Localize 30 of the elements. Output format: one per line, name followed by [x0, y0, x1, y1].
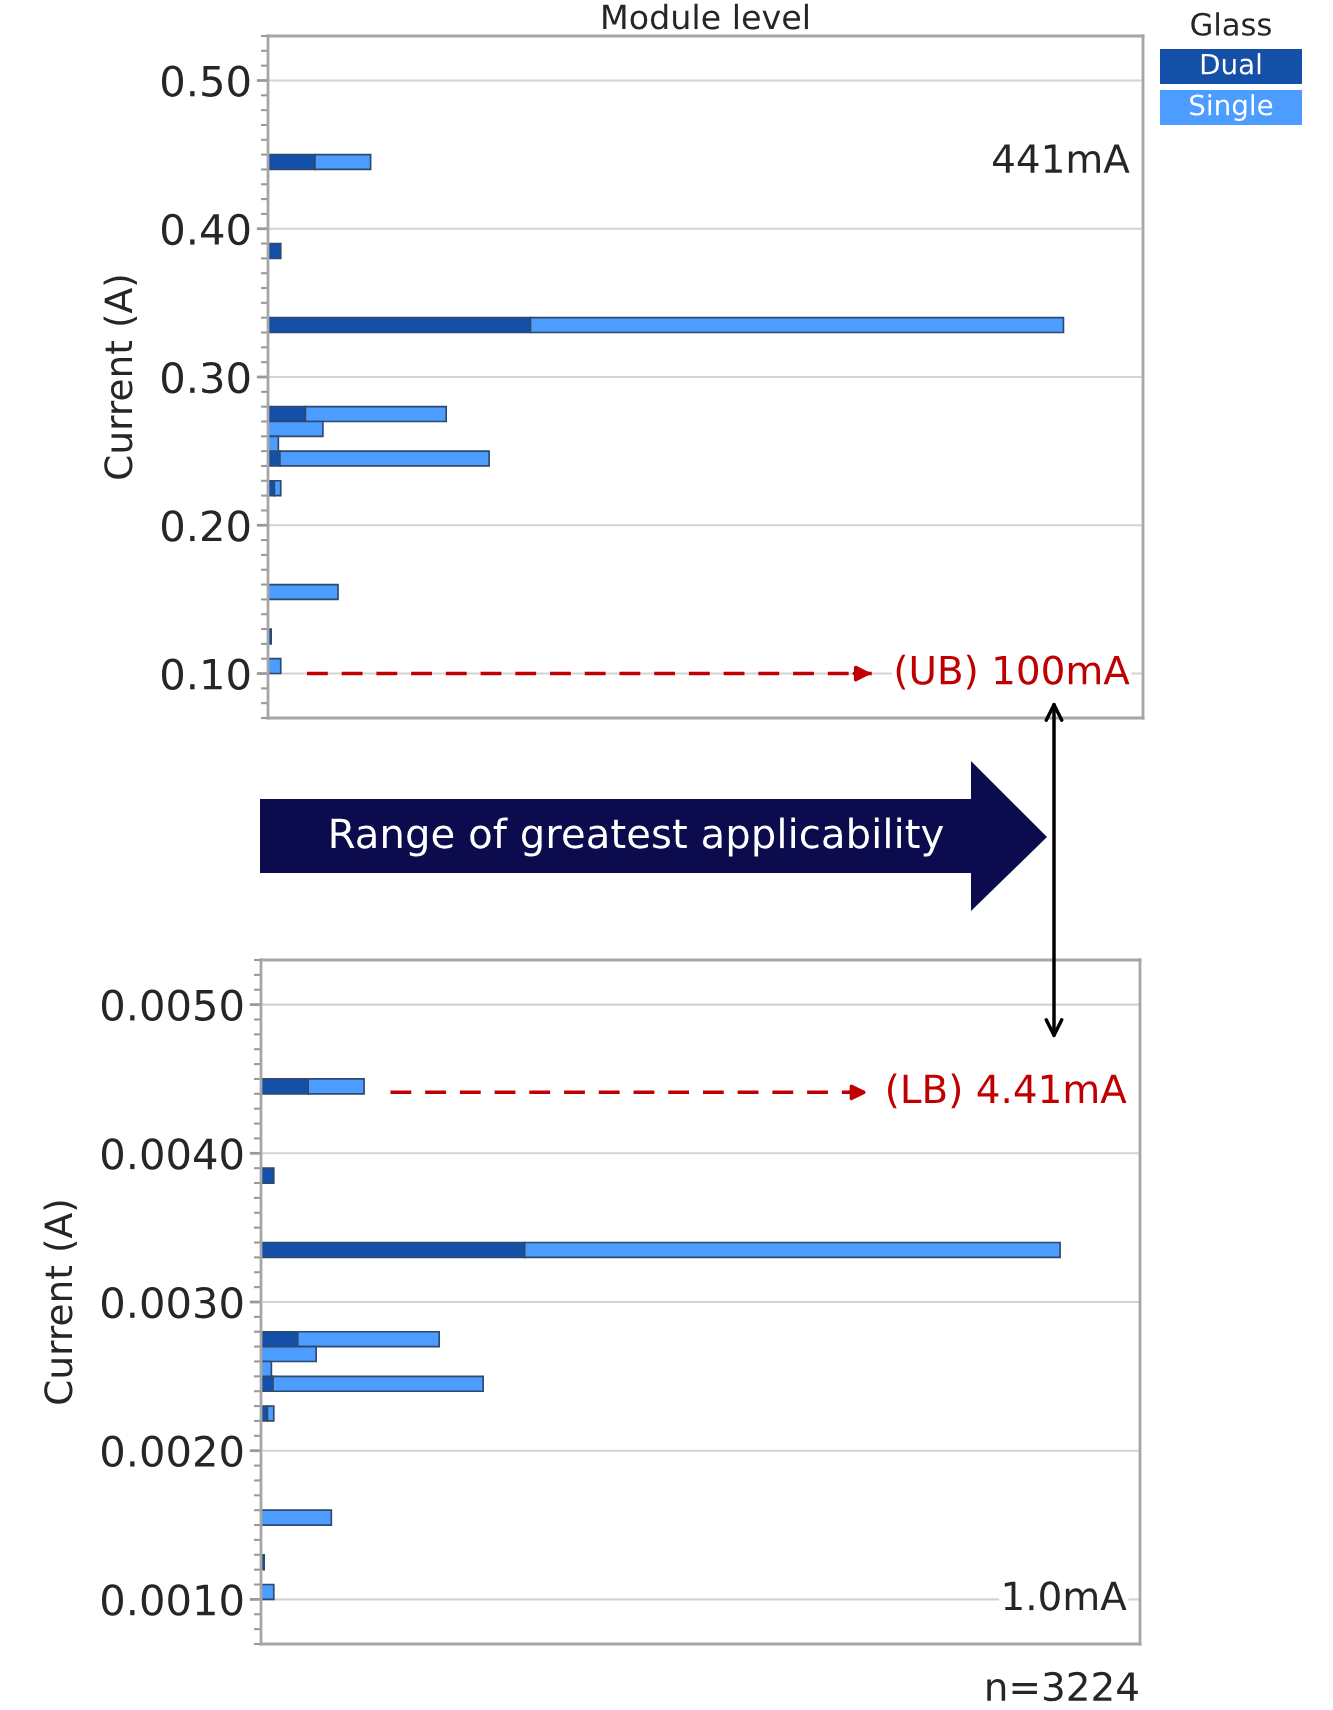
- y-axis-title: Current (A): [103, 276, 137, 479]
- y-tick-label: 0.20: [162, 510, 250, 542]
- chart-title: Module level: [603, 3, 808, 30]
- y-axis-title: Current (A): [43, 1201, 77, 1404]
- bar: [261, 1583, 275, 1601]
- y-tick-label: 0.10: [162, 658, 250, 690]
- annotation: 441mA: [993, 144, 1130, 173]
- text: Single: [1190, 94, 1273, 121]
- y-tick-label: 0.50: [162, 65, 250, 97]
- annotation: 1.0mA: [1004, 1581, 1127, 1611]
- text: Dual: [1201, 53, 1261, 75]
- ref-line-label: (UB) 100mA: [896, 654, 1130, 690]
- bar: [268, 583, 339, 601]
- y-tick-label: 0.40: [162, 213, 250, 246]
- y-tick-label: 0.0050: [101, 989, 243, 1022]
- y-tick-label: 0.30: [162, 361, 250, 394]
- text: Range of greatest applicability: [331, 817, 944, 857]
- bar: [268, 242, 282, 260]
- bar: [273, 479, 282, 497]
- text: n=3224: [987, 1671, 1138, 1702]
- y-tick-label: 0.0020: [101, 1435, 243, 1468]
- y-tick-label: 0.0030: [101, 1286, 243, 1319]
- bar: [266, 1405, 275, 1422]
- y-tick-label: 0.0010: [101, 1584, 243, 1616]
- legend-title: Glass: [1191, 12, 1271, 36]
- bar: [268, 657, 282, 675]
- bar: [261, 1509, 333, 1526]
- y-tick-label: 0.0040: [101, 1138, 243, 1170]
- bar: [261, 1167, 275, 1184]
- ref-line-label: (LB) 4.41mA: [888, 1073, 1127, 1109]
